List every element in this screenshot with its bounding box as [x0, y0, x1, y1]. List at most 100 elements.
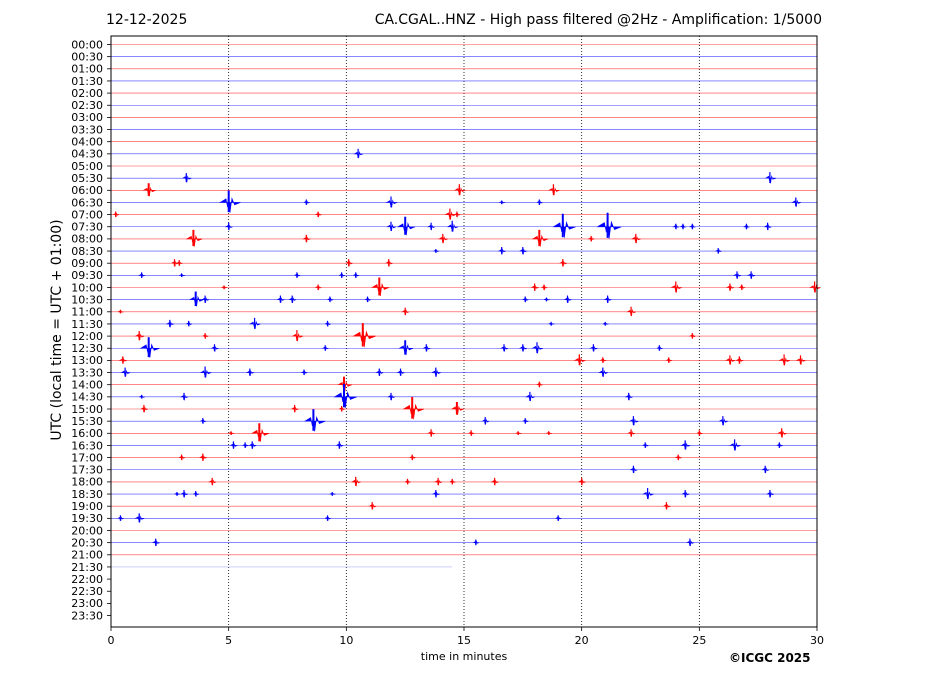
seismic-event-envelope	[521, 418, 529, 424]
y-tick-label: 18:00	[71, 476, 103, 489]
y-tick-label: 19:00	[71, 500, 103, 513]
y-tick-label: 14:00	[71, 379, 103, 392]
chart-title: CA.CGAL..HNZ - High pass filtered @2Hz -…	[374, 12, 822, 28]
seismic-event-envelope	[324, 515, 331, 521]
y-tick-label: 11:00	[71, 306, 103, 319]
x-axis: 0 5 10 15 20 25 30	[108, 627, 824, 647]
seismic-event-envelope	[371, 277, 390, 297]
seismic-event-envelope	[387, 392, 396, 401]
y-tick-label: 16:00	[71, 427, 103, 440]
seismic-event-envelope	[656, 345, 663, 351]
seismic-event-envelope	[446, 220, 459, 232]
seismic-event-envelope	[725, 355, 736, 365]
x-tick-label: 30	[810, 634, 824, 647]
seismic-event-envelope	[302, 234, 311, 243]
seismic-event-envelope	[587, 235, 595, 242]
x-tick-label: 20	[575, 634, 589, 647]
y-tick-label: 20:30	[71, 536, 103, 549]
seismic-event-envelope	[670, 281, 682, 293]
y-tick-label: 20:00	[71, 524, 103, 537]
seismic-event-envelope	[679, 223, 687, 230]
seismic-event-envelope	[598, 367, 608, 377]
seismic-event-envelope	[427, 222, 436, 231]
y-tick-label: 16:30	[71, 439, 103, 452]
seismic-event-envelope	[685, 538, 695, 547]
seismic-event-envelope	[221, 285, 228, 290]
y-tick-label: 21:00	[71, 549, 103, 562]
seismic-event-envelope	[603, 295, 612, 304]
y-tick-label: 00:00	[71, 38, 103, 51]
seismic-event-envelope	[294, 272, 301, 278]
y-axis-label: UTC (local time = UTC + 01:00)	[49, 219, 65, 441]
seismic-event-envelope	[577, 477, 586, 486]
y-tick-label: 21:30	[71, 561, 103, 574]
seismic-event-envelope	[303, 409, 326, 432]
seismic-event-envelope	[714, 248, 722, 254]
seismic-event-envelope	[402, 396, 425, 420]
seismic-event-envelope	[314, 211, 322, 218]
seismic-event-envelope	[763, 222, 772, 231]
seismic-event-envelope	[303, 199, 310, 206]
grid	[228, 36, 700, 627]
y-tick-label: 17:00	[71, 451, 103, 464]
seismic-event-envelope	[467, 430, 475, 436]
seismic-event-envelope	[596, 212, 622, 239]
seismic-event-envelope	[555, 515, 562, 521]
seismic-event-envelope	[624, 392, 633, 401]
seismic-event-envelope	[536, 199, 543, 206]
seismic-event-envelope	[454, 211, 461, 218]
y-axis: 00:0000:3001:0001:3002:0002:3003:0003:30…	[71, 38, 111, 622]
seismic-event-envelope	[291, 330, 304, 342]
seismic-event-envelope	[193, 491, 200, 497]
x-tick-label: 10	[339, 634, 353, 647]
seismic-event-envelope	[627, 429, 636, 437]
seismic-event-envelope	[530, 283, 539, 291]
y-tick-label: 02:30	[71, 99, 103, 112]
plot-area	[111, 36, 817, 627]
events	[113, 148, 821, 547]
y-tick-label: 14:30	[71, 391, 103, 404]
seismic-event-envelope	[490, 477, 499, 486]
seismic-event-envelope	[546, 431, 553, 436]
seismic-event-envelope	[729, 439, 741, 451]
seismic-event-envelope	[245, 368, 254, 376]
seismic-event-envelope	[180, 392, 189, 401]
y-tick-label: 15:00	[71, 403, 103, 416]
y-tick-label: 10:00	[71, 281, 103, 294]
seismic-event-envelope	[735, 356, 744, 364]
seismic-event-envelope	[777, 428, 787, 438]
seismic-event-envelope	[396, 368, 405, 376]
seismic-event-envelope	[450, 401, 465, 415]
seismic-event-envelope	[472, 539, 480, 546]
seismic-event-envelope	[453, 184, 466, 196]
seismic-event-envelope	[573, 354, 586, 366]
seismic-event-envelope	[518, 344, 527, 352]
seismic-event-envelope	[497, 247, 506, 255]
seismic-event-envelope	[120, 367, 131, 377]
seismic-event-envelope	[333, 383, 358, 408]
seismic-event-envelope	[384, 259, 393, 267]
seismic-event-envelope	[288, 295, 297, 304]
seismic-event-envelope	[188, 291, 204, 307]
y-tick-label: 02:00	[71, 87, 103, 100]
seismic-event-envelope	[224, 222, 233, 231]
seismic-event-envelope	[249, 317, 261, 330]
seismic-event-envelope	[139, 337, 160, 358]
seismic-event-envelope	[747, 271, 756, 279]
y-tick-label: 15:30	[71, 415, 103, 428]
seismic-event-envelope	[385, 196, 398, 208]
y-tick-label: 13:00	[71, 354, 103, 367]
seismic-event-envelope	[329, 492, 336, 496]
copyright-credit: ©ICGC 2025	[729, 651, 811, 665]
seismic-event-envelope	[696, 430, 703, 436]
seismic-event-envelope	[398, 340, 414, 356]
seismic-event-envelope	[626, 306, 637, 317]
seismic-event-envelope	[427, 429, 436, 437]
seismic-event-envelope	[531, 342, 544, 354]
seismic-event-envelope	[199, 418, 207, 424]
y-tick-label: 06:00	[71, 184, 103, 197]
y-tick-label: 18:30	[71, 488, 103, 501]
seismic-event-envelope	[181, 173, 192, 183]
y-tick-label: 12:00	[71, 330, 103, 343]
seismic-event-envelope	[353, 148, 364, 159]
